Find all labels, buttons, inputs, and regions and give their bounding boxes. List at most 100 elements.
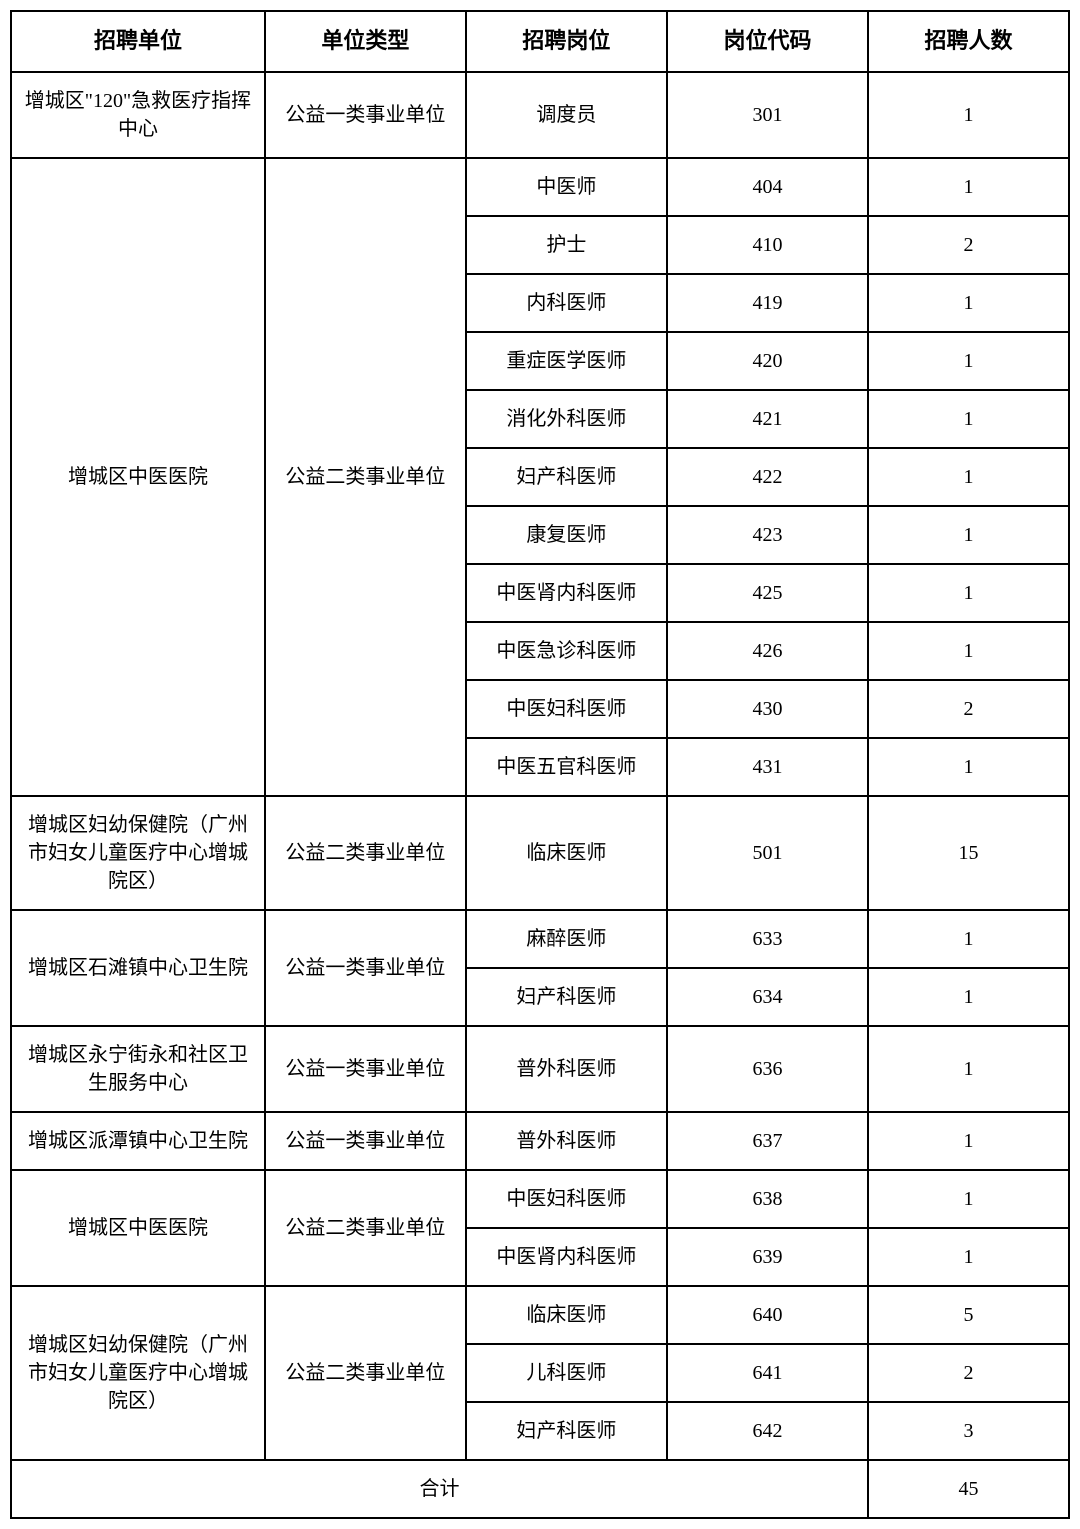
recruitment-table: 招聘单位 单位类型 招聘岗位 岗位代码 招聘人数 增城区"120"急救医疗指挥中… bbox=[10, 10, 1070, 1519]
header-count: 招聘人数 bbox=[868, 11, 1069, 72]
cell-position: 临床医师 bbox=[466, 1286, 667, 1344]
cell-code: 430 bbox=[667, 680, 868, 738]
cell-count: 1 bbox=[868, 564, 1069, 622]
cell-count: 1 bbox=[868, 1026, 1069, 1112]
cell-type: 公益一类事业单位 bbox=[265, 910, 466, 1026]
cell-code: 642 bbox=[667, 1402, 868, 1460]
cell-count: 1 bbox=[868, 1228, 1069, 1286]
table-row: 增城区石滩镇中心卫生院公益一类事业单位麻醉医师6331 bbox=[11, 910, 1069, 968]
cell-count: 1 bbox=[868, 332, 1069, 390]
cell-unit: 增城区派潭镇中心卫生院 bbox=[11, 1112, 265, 1170]
cell-count: 1 bbox=[868, 448, 1069, 506]
cell-code: 426 bbox=[667, 622, 868, 680]
cell-code: 301 bbox=[667, 72, 868, 158]
cell-code: 422 bbox=[667, 448, 868, 506]
cell-type: 公益二类事业单位 bbox=[265, 796, 466, 910]
cell-count: 1 bbox=[868, 1112, 1069, 1170]
cell-code: 638 bbox=[667, 1170, 868, 1228]
cell-count: 15 bbox=[868, 796, 1069, 910]
table-row: 增城区中医医院公益二类事业单位中医师4041 bbox=[11, 158, 1069, 216]
cell-position: 中医肾内科医师 bbox=[466, 564, 667, 622]
cell-unit: 增城区中医医院 bbox=[11, 1170, 265, 1286]
cell-count: 1 bbox=[868, 72, 1069, 158]
table-body: 增城区"120"急救医疗指挥中心公益一类事业单位调度员3011增城区中医医院公益… bbox=[11, 72, 1069, 1518]
cell-type: 公益二类事业单位 bbox=[265, 158, 466, 796]
header-type: 单位类型 bbox=[265, 11, 466, 72]
cell-position: 妇产科医师 bbox=[466, 448, 667, 506]
cell-position: 中医师 bbox=[466, 158, 667, 216]
cell-code: 404 bbox=[667, 158, 868, 216]
cell-position: 中医肾内科医师 bbox=[466, 1228, 667, 1286]
total-label: 合计 bbox=[11, 1460, 868, 1518]
cell-code: 634 bbox=[667, 968, 868, 1026]
cell-code: 640 bbox=[667, 1286, 868, 1344]
cell-code: 421 bbox=[667, 390, 868, 448]
cell-code: 410 bbox=[667, 216, 868, 274]
header-position: 招聘岗位 bbox=[466, 11, 667, 72]
table-row: 增城区妇幼保健院（广州市妇女儿童医疗中心增城院区）公益二类事业单位临床医师640… bbox=[11, 1286, 1069, 1344]
cell-unit: 增城区石滩镇中心卫生院 bbox=[11, 910, 265, 1026]
cell-position: 中医急诊科医师 bbox=[466, 622, 667, 680]
table-header: 招聘单位 单位类型 招聘岗位 岗位代码 招聘人数 bbox=[11, 11, 1069, 72]
cell-position: 内科医师 bbox=[466, 274, 667, 332]
cell-position: 普外科医师 bbox=[466, 1026, 667, 1112]
table-row: 增城区"120"急救医疗指挥中心公益一类事业单位调度员3011 bbox=[11, 72, 1069, 158]
cell-count: 1 bbox=[868, 158, 1069, 216]
cell-count: 3 bbox=[868, 1402, 1069, 1460]
header-code: 岗位代码 bbox=[667, 11, 868, 72]
cell-position: 康复医师 bbox=[466, 506, 667, 564]
cell-code: 420 bbox=[667, 332, 868, 390]
cell-type: 公益二类事业单位 bbox=[265, 1170, 466, 1286]
table-row: 增城区中医医院公益二类事业单位中医妇科医师6381 bbox=[11, 1170, 1069, 1228]
cell-count: 5 bbox=[868, 1286, 1069, 1344]
cell-code: 423 bbox=[667, 506, 868, 564]
cell-position: 妇产科医师 bbox=[466, 1402, 667, 1460]
cell-position: 妇产科医师 bbox=[466, 968, 667, 1026]
cell-unit: 增城区"120"急救医疗指挥中心 bbox=[11, 72, 265, 158]
cell-count: 1 bbox=[868, 390, 1069, 448]
table-row: 增城区永宁街永和社区卫生服务中心公益一类事业单位普外科医师6361 bbox=[11, 1026, 1069, 1112]
cell-count: 2 bbox=[868, 680, 1069, 738]
cell-position: 调度员 bbox=[466, 72, 667, 158]
cell-code: 431 bbox=[667, 738, 868, 796]
cell-count: 1 bbox=[868, 622, 1069, 680]
cell-position: 重症医学医师 bbox=[466, 332, 667, 390]
cell-code: 641 bbox=[667, 1344, 868, 1402]
cell-code: 419 bbox=[667, 274, 868, 332]
cell-count: 2 bbox=[868, 1344, 1069, 1402]
cell-position: 麻醉医师 bbox=[466, 910, 667, 968]
cell-count: 2 bbox=[868, 216, 1069, 274]
cell-type: 公益一类事业单位 bbox=[265, 1112, 466, 1170]
cell-type: 公益一类事业单位 bbox=[265, 1026, 466, 1112]
header-row: 招聘单位 单位类型 招聘岗位 岗位代码 招聘人数 bbox=[11, 11, 1069, 72]
table-row: 增城区派潭镇中心卫生院公益一类事业单位普外科医师6371 bbox=[11, 1112, 1069, 1170]
table-row: 增城区妇幼保健院（广州市妇女儿童医疗中心增城院区）公益二类事业单位临床医师501… bbox=[11, 796, 1069, 910]
cell-code: 425 bbox=[667, 564, 868, 622]
cell-position: 临床医师 bbox=[466, 796, 667, 910]
cell-count: 1 bbox=[868, 1170, 1069, 1228]
cell-code: 501 bbox=[667, 796, 868, 910]
cell-position: 护士 bbox=[466, 216, 667, 274]
cell-count: 1 bbox=[868, 738, 1069, 796]
cell-unit: 增城区永宁街永和社区卫生服务中心 bbox=[11, 1026, 265, 1112]
cell-count: 1 bbox=[868, 274, 1069, 332]
total-count: 45 bbox=[868, 1460, 1069, 1518]
cell-count: 1 bbox=[868, 968, 1069, 1026]
cell-unit: 增城区妇幼保健院（广州市妇女儿童医疗中心增城院区） bbox=[11, 796, 265, 910]
cell-position: 消化外科医师 bbox=[466, 390, 667, 448]
total-row: 合计45 bbox=[11, 1460, 1069, 1518]
cell-code: 636 bbox=[667, 1026, 868, 1112]
cell-position: 中医妇科医师 bbox=[466, 1170, 667, 1228]
cell-position: 中医五官科医师 bbox=[466, 738, 667, 796]
cell-count: 1 bbox=[868, 506, 1069, 564]
cell-code: 633 bbox=[667, 910, 868, 968]
cell-code: 637 bbox=[667, 1112, 868, 1170]
cell-unit: 增城区妇幼保健院（广州市妇女儿童医疗中心增城院区） bbox=[11, 1286, 265, 1460]
cell-position: 中医妇科医师 bbox=[466, 680, 667, 738]
cell-code: 639 bbox=[667, 1228, 868, 1286]
header-unit: 招聘单位 bbox=[11, 11, 265, 72]
cell-position: 普外科医师 bbox=[466, 1112, 667, 1170]
cell-type: 公益一类事业单位 bbox=[265, 72, 466, 158]
cell-count: 1 bbox=[868, 910, 1069, 968]
cell-position: 儿科医师 bbox=[466, 1344, 667, 1402]
